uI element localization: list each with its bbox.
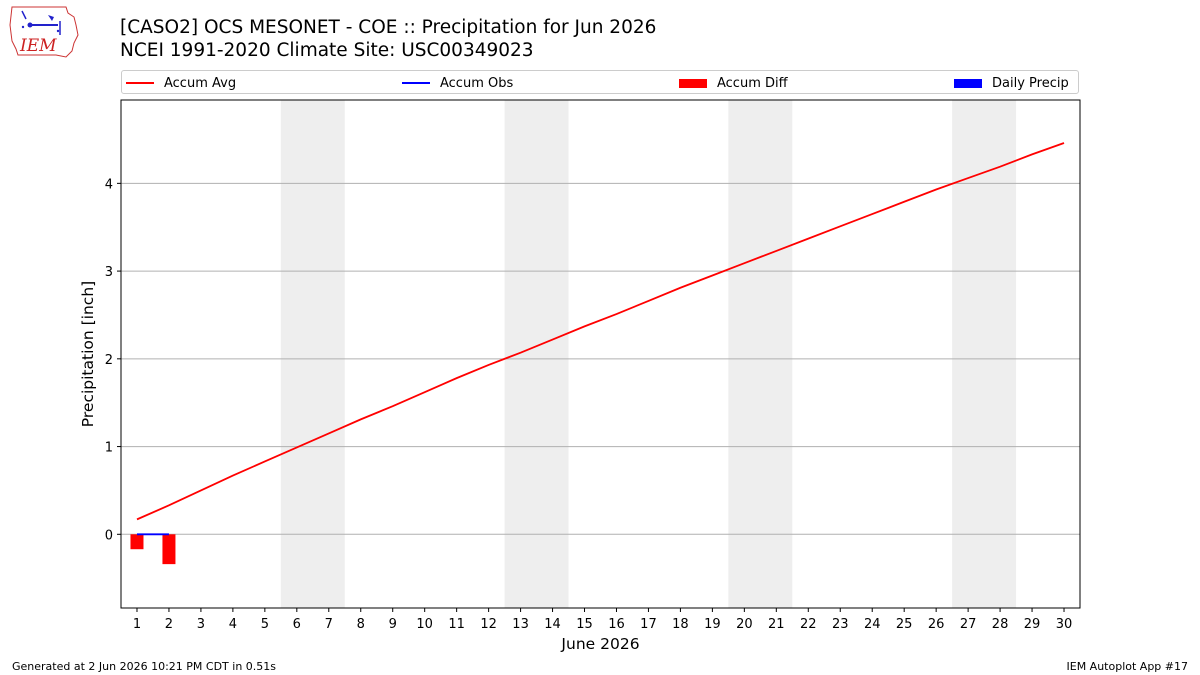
x-tick-label: 1 bbox=[133, 617, 141, 632]
x-tick-label: 25 bbox=[896, 617, 913, 632]
legend-swatch-accum-obs bbox=[402, 82, 430, 84]
x-tick-label: 13 bbox=[512, 617, 529, 632]
accum-avg-line bbox=[136, 142, 1065, 521]
x-tick-label: 12 bbox=[480, 617, 497, 632]
weekend-shade bbox=[728, 100, 793, 608]
y-tick-label: 1 bbox=[105, 441, 113, 456]
legend-label-accum-diff: Accum Diff bbox=[717, 75, 788, 91]
x-tick-label: 17 bbox=[640, 617, 657, 632]
x-tick-label: 5 bbox=[261, 617, 269, 632]
x-tick-label: 6 bbox=[293, 617, 301, 632]
x-tick-label: 10 bbox=[416, 617, 433, 632]
x-tick-label: 18 bbox=[672, 617, 689, 632]
y-tick-label: 0 bbox=[105, 528, 113, 543]
legend-swatch-accum-avg bbox=[126, 82, 154, 84]
weekend-shade bbox=[280, 100, 345, 608]
x-tick-label: 7 bbox=[325, 617, 333, 632]
x-tick-label: 2 bbox=[165, 617, 173, 632]
x-tick-label: 15 bbox=[576, 617, 593, 632]
footer-generated: Generated at 2 Jun 2026 10:21 PM CDT in … bbox=[12, 660, 277, 673]
footer-app: IEM Autoplot App #17 bbox=[1066, 660, 1189, 673]
x-tick-label: 27 bbox=[960, 617, 977, 632]
legend-item-accum-diff: Accum Diff bbox=[679, 74, 788, 92]
x-tick-label: 29 bbox=[1024, 617, 1041, 632]
weekend-shade bbox=[952, 100, 1017, 608]
x-tick-label: 4 bbox=[229, 617, 237, 632]
legend-item-daily-precip: Daily Precip bbox=[954, 74, 1069, 92]
x-tick-label: 3 bbox=[197, 617, 205, 632]
x-tick-label: 21 bbox=[768, 617, 785, 632]
x-tick-label: 11 bbox=[448, 617, 465, 632]
x-axis-label: June 2026 bbox=[560, 635, 639, 653]
x-tick-label: 14 bbox=[544, 617, 561, 632]
chart-legend: Accum Avg Accum Obs Accum Diff Daily Pre… bbox=[121, 70, 1079, 94]
plot-frame bbox=[120, 99, 1081, 609]
x-tick-label: 9 bbox=[389, 617, 397, 632]
legend-item-accum-obs: Accum Obs bbox=[402, 74, 513, 92]
legend-label-daily-precip: Daily Precip bbox=[992, 75, 1069, 91]
x-tick-label: 16 bbox=[608, 617, 625, 632]
legend-label-accum-avg: Accum Avg bbox=[164, 75, 237, 91]
x-tick-label: 23 bbox=[832, 617, 849, 632]
svg-text:IEM: IEM bbox=[19, 36, 57, 56]
accum-diff-bar bbox=[130, 534, 144, 550]
x-tick-label: 24 bbox=[864, 617, 881, 632]
legend-item-accum-avg: Accum Avg bbox=[126, 74, 236, 92]
legend-label-accum-obs: Accum Obs bbox=[440, 75, 514, 91]
chart-subtitle: NCEI 1991-2020 Climate Site: USC00349023 bbox=[120, 40, 534, 61]
legend-swatch-accum-diff bbox=[679, 78, 707, 88]
chart-title: [CASO2] OCS MESONET - COE :: Precipitati… bbox=[120, 17, 657, 38]
legend-swatch-daily-precip bbox=[954, 78, 982, 88]
x-tick-label: 28 bbox=[992, 617, 1009, 632]
x-tick-label: 30 bbox=[1056, 617, 1073, 632]
x-tick-label: 8 bbox=[357, 617, 365, 632]
y-axis-label: Precipitation [inch] bbox=[79, 281, 97, 427]
iem-logo: IEM bbox=[9, 6, 79, 58]
x-tick-label: 26 bbox=[928, 617, 945, 632]
y-tick-label: 3 bbox=[105, 265, 113, 280]
accum-diff-bar bbox=[162, 534, 176, 565]
x-tick-label: 22 bbox=[800, 617, 817, 632]
x-tick-label: 20 bbox=[736, 617, 753, 632]
y-tick-label: 4 bbox=[105, 177, 113, 192]
weekend-shade bbox=[504, 100, 569, 608]
y-tick-label: 2 bbox=[105, 353, 113, 368]
x-tick-label: 19 bbox=[704, 617, 721, 632]
